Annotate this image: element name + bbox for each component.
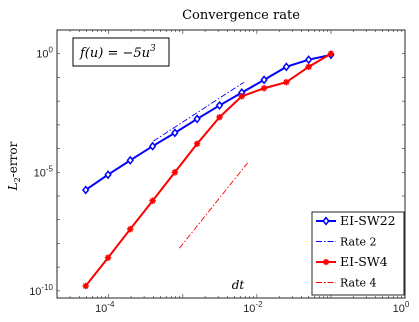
annotation-box (72, 37, 170, 67)
star-stroke (261, 85, 267, 92)
y-tick-exponent: -5 (46, 164, 54, 173)
legend-marker (322, 216, 330, 226)
series-line (84, 52, 332, 287)
data-point (304, 55, 313, 65)
data-point (148, 141, 157, 151)
series-line (153, 81, 245, 142)
function-annotation: f(u) = −5u3 (72, 37, 170, 67)
star-stroke (238, 93, 245, 100)
annotation-superscript: 3 (150, 44, 156, 54)
data-point (193, 114, 201, 124)
y-tick-exponent: 0 (49, 46, 54, 55)
star-stroke (328, 50, 334, 57)
data-point (82, 185, 90, 195)
series-layer (82, 50, 335, 290)
data-point (104, 170, 112, 180)
y-axis-label-main: L (6, 182, 20, 191)
x-tick-base: 10 (243, 303, 255, 315)
x-tick-exponent: 0 (405, 300, 410, 309)
star-stroke (149, 197, 156, 204)
series-line (85, 53, 332, 191)
star-stroke (127, 226, 134, 232)
star-stroke (305, 64, 312, 70)
y-tick-label: 10-10 (29, 283, 53, 298)
x-tick-exponent: -4 (107, 300, 115, 309)
y-tick-label: 10-5 (34, 164, 54, 179)
data-point (305, 63, 312, 71)
star-stroke (194, 141, 200, 147)
data-point (149, 197, 156, 204)
series-rate-4 (179, 162, 248, 249)
y-axis-label-sub: 2 (13, 177, 22, 182)
legend-label: Rate 4 (340, 277, 377, 290)
data-point (104, 254, 112, 261)
legend-label: Rate 2 (340, 236, 377, 249)
x-tick-base: 10 (393, 303, 405, 315)
legend: EI-SW22 Rate 2 EI-SW4 Rate 4 (311, 211, 405, 296)
data-point (327, 50, 335, 57)
series-rate-2 (153, 81, 245, 142)
star-stroke (172, 169, 178, 176)
y-axis-label: L2-error (6, 141, 22, 191)
legend-label: EI-SW22 (340, 213, 396, 228)
data-point (260, 75, 268, 85)
legend-entry: EI-SW22 (316, 213, 396, 228)
annotation-text: f(u) = −5u3 (79, 44, 156, 61)
y-axis-label-rest: -error (6, 141, 20, 177)
data-point (260, 85, 268, 92)
data-point (127, 225, 134, 233)
chart-title: Convergence rate (182, 8, 300, 23)
annotation-prefix: f(u) = −5u (79, 46, 150, 61)
series-line (179, 162, 248, 249)
data-point (171, 169, 179, 176)
y-tick-label: 100 (36, 46, 53, 61)
legend-marker (322, 258, 330, 266)
data-point (215, 100, 224, 111)
data-point (82, 282, 89, 290)
star-stroke (323, 259, 329, 265)
legend-label: EI-SW4 (340, 254, 388, 269)
x-tick-exponent: -2 (255, 300, 263, 309)
series-ei-sw22 (82, 50, 335, 195)
y-tick-base: 10 (29, 286, 41, 298)
legend-entry: Rate 4 (316, 277, 377, 290)
star-stroke (216, 114, 223, 121)
y-tick-exponent: -10 (41, 283, 53, 292)
star-stroke (82, 283, 89, 289)
x-axis-label: dt (232, 278, 245, 292)
x-tick-label: 10-2 (243, 300, 263, 315)
star-stroke (283, 79, 290, 85)
data-point (283, 78, 290, 86)
data-point (126, 155, 134, 165)
data-point (216, 114, 223, 121)
legend-box (311, 211, 405, 296)
legend-entry: EI-SW4 (316, 254, 388, 269)
y-tick-base: 10 (34, 167, 46, 179)
data-point (238, 93, 245, 100)
x-tick-base: 10 (95, 303, 107, 315)
legend-entry: Rate 2 (316, 236, 377, 249)
data-point (171, 128, 179, 138)
data-point (193, 140, 201, 147)
series-ei-sw4 (82, 50, 335, 290)
star-stroke (105, 254, 111, 261)
legend-entries: EI-SW22 Rate 2 EI-SW4 Rate 4 (316, 213, 396, 290)
x-tick-label: 10-4 (95, 300, 115, 315)
plot-frame (56, 29, 406, 299)
y-tick-base: 10 (36, 49, 48, 61)
x-tick-label: 100 (393, 300, 410, 315)
data-point (282, 62, 291, 72)
